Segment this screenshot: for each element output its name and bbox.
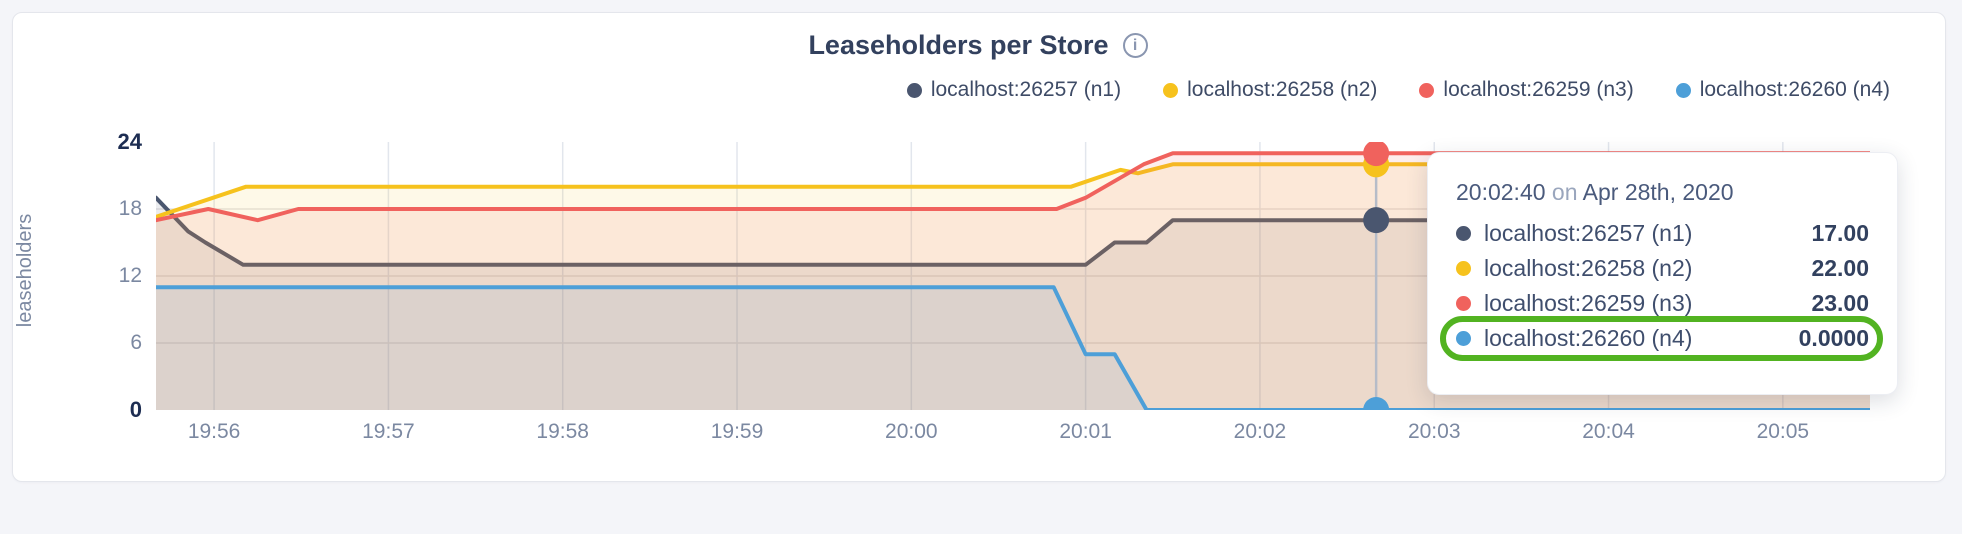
tooltip-row-dot-icon bbox=[1456, 226, 1471, 241]
tooltip-connector-word: on bbox=[1551, 179, 1578, 205]
tooltip-header: 20:02:40 on Apr 28th, 2020 bbox=[1456, 177, 1869, 207]
x-axis-tick-label: 20:00 bbox=[885, 420, 938, 443]
x-axis: 19:56 19:57 19:58 19:59 20:00 20:01 20:02 20:03… bbox=[0, 420, 1962, 452]
legend-dot-icon bbox=[1419, 82, 1435, 98]
tooltip-row: localhost:26259 (n3) 23.00 bbox=[1456, 286, 1869, 321]
x-axis-tick-label: 20:02 bbox=[1233, 420, 1287, 443]
tooltip-row-dot-icon bbox=[1456, 296, 1471, 311]
x-axis-tick-label: 20:04 bbox=[1582, 420, 1635, 443]
chart-header: Leaseholders per Store i bbox=[12, 30, 1944, 61]
hover-dot-3 bbox=[1363, 397, 1390, 410]
legend-item-n2[interactable]: localhost:26258 (n2) bbox=[1163, 78, 1377, 102]
series-line-0 bbox=[156, 195, 1870, 267]
tooltip-row-label: localhost:26257 (n1) bbox=[1484, 220, 1693, 246]
x-axis-tick-label: 19:58 bbox=[536, 420, 589, 443]
tooltip-rows: localhost:26257 (n1) 17.00 localhost:26258… bbox=[1440, 216, 1883, 361]
series-line-3 bbox=[156, 285, 1870, 410]
y-axis-tick-label: 6 bbox=[130, 331, 142, 354]
hover-dot-0 bbox=[1363, 207, 1390, 234]
x-axis-tick-label: 20:01 bbox=[1059, 420, 1112, 443]
y-axis-tick-label: 18 bbox=[118, 197, 142, 220]
legend-item-label: localhost:26259 (n3) bbox=[1443, 78, 1634, 101]
chart-title: Leaseholders per Store bbox=[808, 30, 1109, 60]
tooltip-row-label: localhost:26258 (n2) bbox=[1484, 255, 1693, 281]
x-axis-tick-label: 19:56 bbox=[187, 420, 241, 443]
tooltip-time: 20:02:40 bbox=[1456, 179, 1546, 205]
legend: localhost:26257 (n1) localhost:26258 (n2)… bbox=[906, 78, 1890, 102]
tooltip-row-label: localhost:26260 (n4) bbox=[1484, 325, 1693, 351]
legend-item-label: localhost:26257 (n1) bbox=[930, 78, 1122, 101]
y-axis-title-text: leaseholders bbox=[14, 213, 37, 327]
tooltip-row-value: 0.0000 bbox=[1798, 325, 1869, 351]
legend-item-n1[interactable]: localhost:26257 (n1) bbox=[906, 78, 1122, 102]
tooltip-row-label: localhost:26259 (n3) bbox=[1484, 290, 1693, 316]
tooltip-date-text: Apr 28th, 2020 bbox=[1582, 179, 1734, 205]
y-axis: 0 6 12 18 24 bbox=[60, 129, 148, 422]
legend-dot-icon bbox=[1675, 82, 1691, 98]
legend-dot-icon bbox=[1163, 82, 1179, 98]
tooltip-row-dot-icon bbox=[1456, 261, 1471, 276]
tooltip-row: localhost:26260 (n4) 0.0000 bbox=[1440, 316, 1883, 361]
legend-item-n4[interactable]: localhost:26260 (n4) bbox=[1675, 78, 1890, 102]
tooltip-row-value: 23.00 bbox=[1811, 290, 1869, 316]
hover-dot-2 bbox=[1363, 142, 1390, 167]
x-axis-tick-label: 19:57 bbox=[362, 420, 415, 443]
tooltip-row-value: 17.00 bbox=[1811, 220, 1869, 246]
series-line-1 bbox=[156, 162, 1870, 219]
legend-item-n3[interactable]: localhost:26259 (n3) bbox=[1419, 78, 1634, 102]
y-axis-tick-label: 12 bbox=[118, 264, 142, 287]
tooltip-row: localhost:26258 (n2) 22.00 bbox=[1456, 251, 1869, 286]
info-icon[interactable]: i bbox=[1122, 33, 1148, 58]
series-line-2 bbox=[156, 151, 1870, 223]
y-axis-tick-label: 24 bbox=[117, 129, 142, 154]
x-axis-tick-label: 19:59 bbox=[710, 420, 764, 443]
y-axis-tick-label: 0 bbox=[129, 397, 142, 422]
tooltip-row-dot-icon bbox=[1456, 331, 1471, 346]
legend-item-label: localhost:26260 (n4) bbox=[1699, 78, 1890, 101]
legend-dot-icon bbox=[906, 82, 922, 98]
x-axis-tick-label: 20:03 bbox=[1407, 420, 1461, 443]
tooltip-row: localhost:26257 (n1) 17.00 bbox=[1456, 216, 1869, 251]
hover-tooltip: 20:02:40 on Apr 28th, 2020 localhost:262… bbox=[1427, 152, 1898, 395]
legend-item-label: localhost:26258 (n2) bbox=[1187, 78, 1378, 101]
x-axis-tick-label: 20:05 bbox=[1756, 420, 1810, 443]
tooltip-row-value: 22.00 bbox=[1811, 255, 1869, 281]
series-area-3 bbox=[156, 287, 1870, 410]
y-axis-title: leaseholders bbox=[14, 150, 38, 390]
